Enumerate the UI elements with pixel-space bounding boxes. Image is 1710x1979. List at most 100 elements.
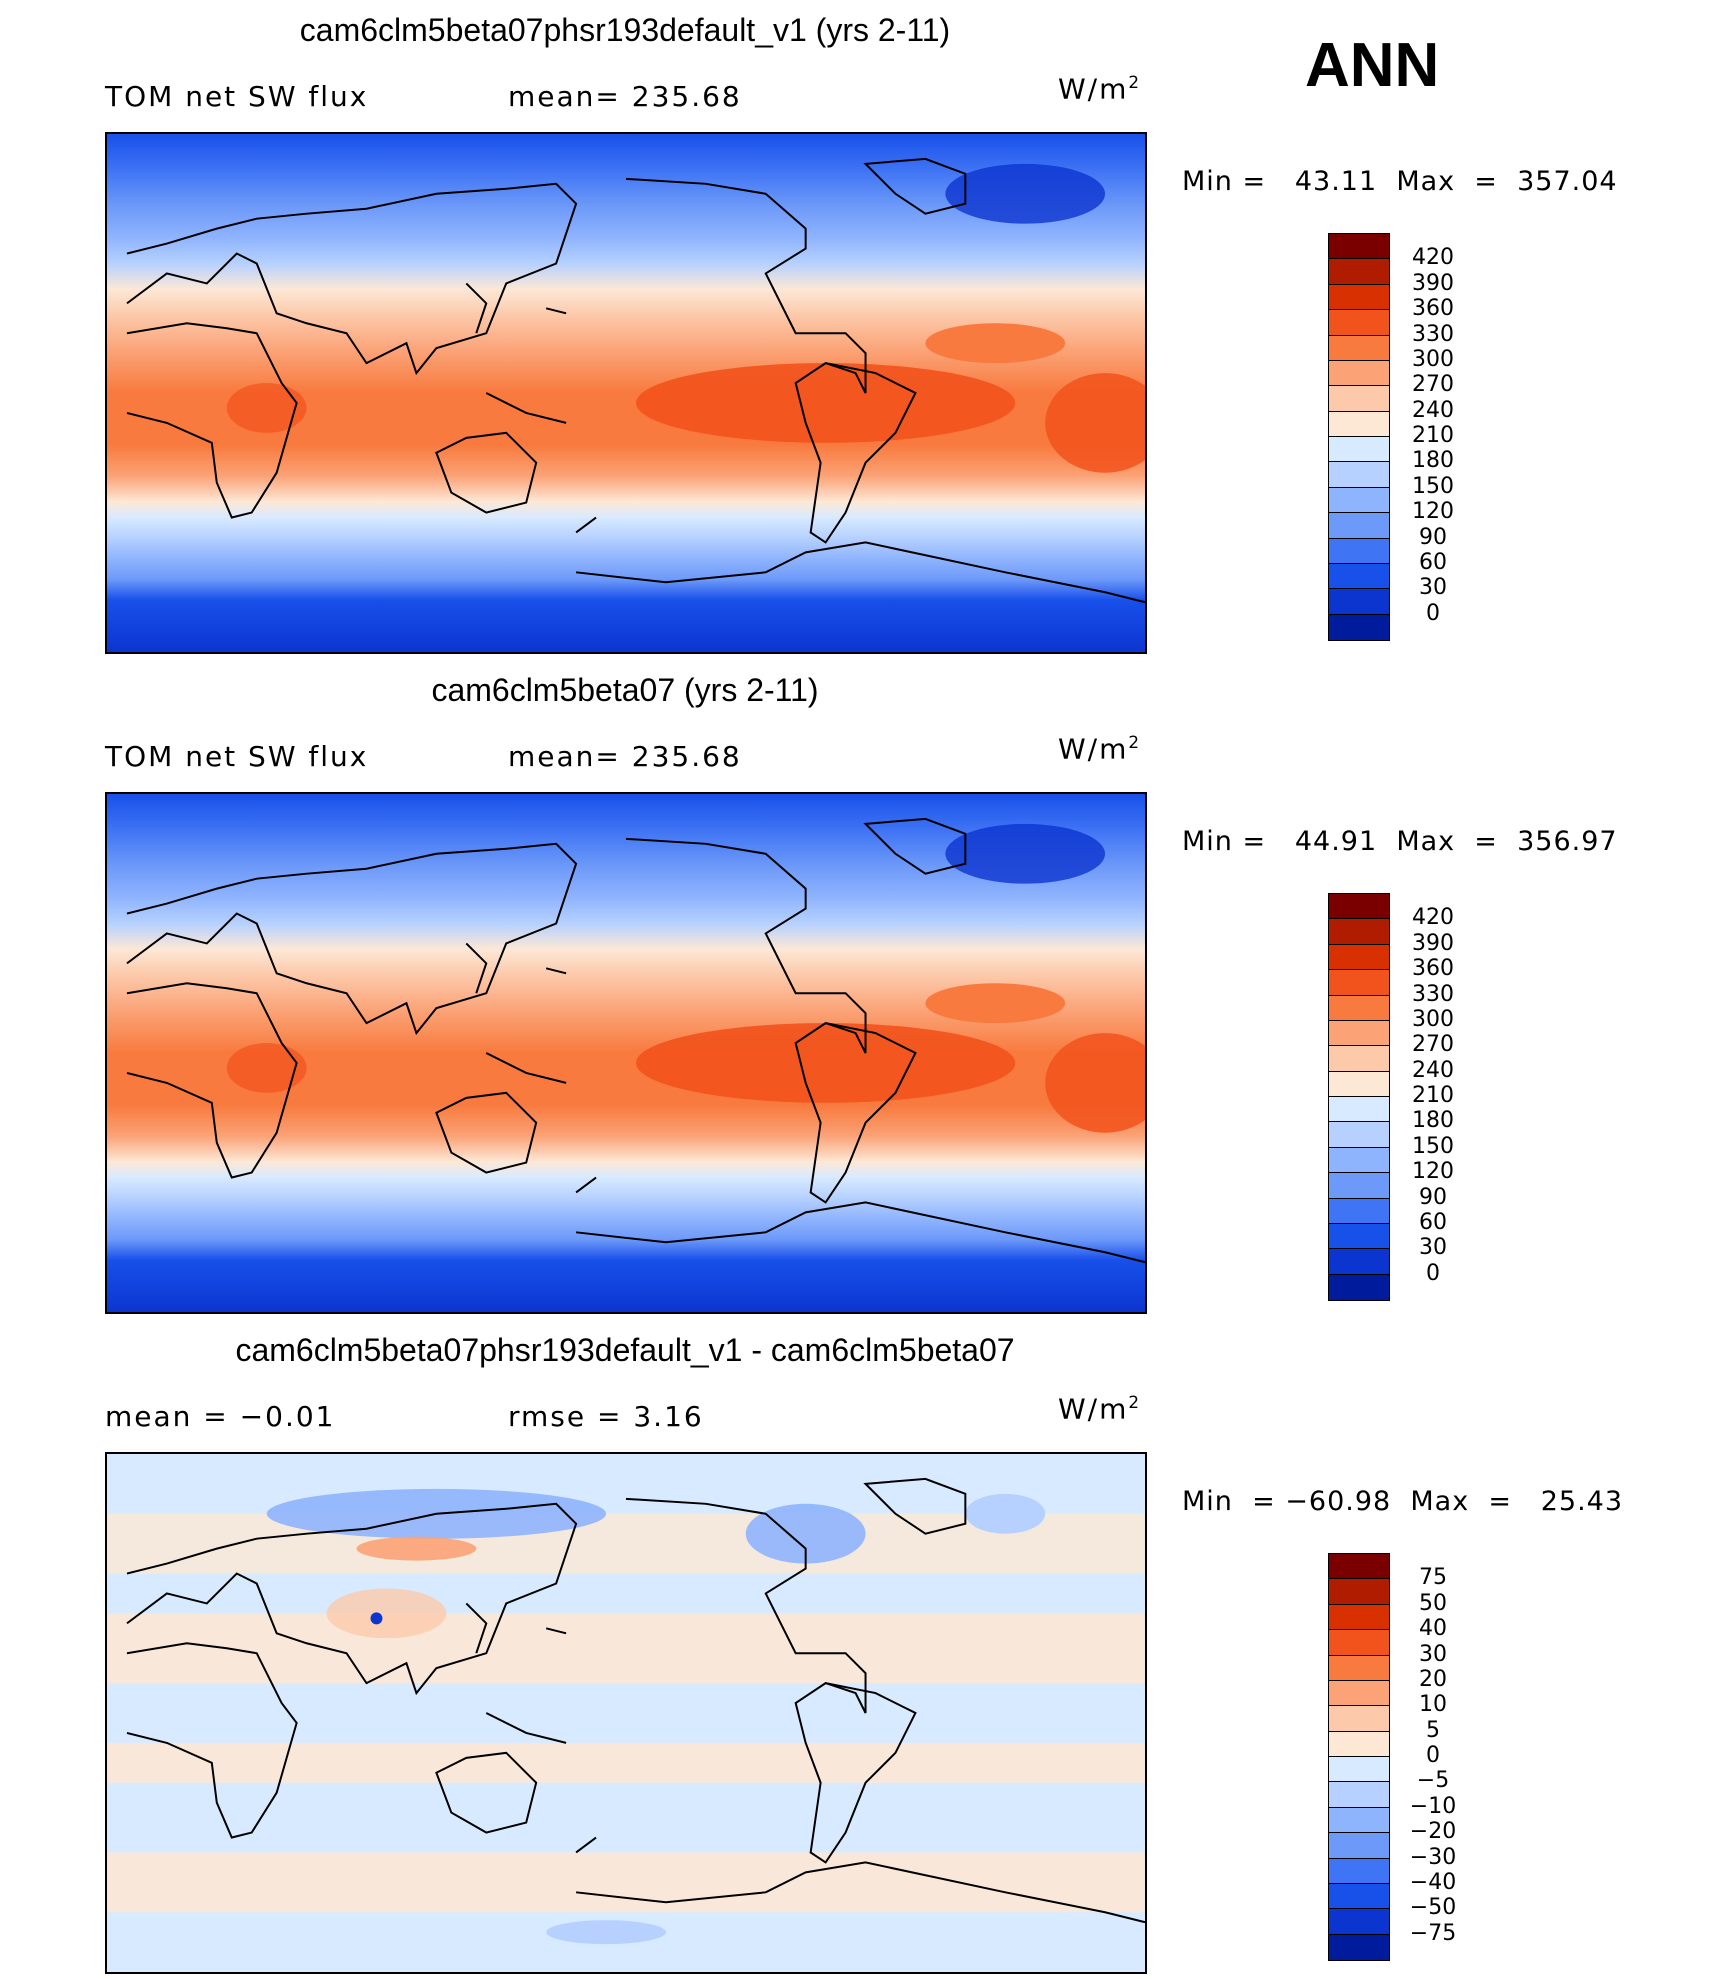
panel-1-colorbar	[1328, 233, 1390, 641]
colorbar-swatch	[1329, 284, 1389, 311]
panel-3-title: cam6clm5beta07phsr193default_v1 - cam6cl…	[235, 1332, 1015, 1368]
colorbar-tick-label: 40	[1419, 1616, 1447, 1642]
colorbar-tick-label: 50	[1419, 1590, 1447, 1616]
colorbar-tick-label: −30	[1409, 1844, 1457, 1870]
colorbar-tick-label: −40	[1409, 1869, 1457, 1895]
colorbar-tick-label: 30	[1419, 1641, 1447, 1667]
colorbar-tick-label: 420	[1412, 245, 1454, 271]
colorbar-tick-label: 240	[1412, 397, 1454, 423]
colorbar-tick-label: −20	[1409, 1819, 1457, 1845]
colorbar-tick-label: 300	[1412, 1006, 1454, 1032]
panel-2-minmax: Min = 44.91 Max = 356.97	[1182, 826, 1618, 857]
colorbar-swatch	[1329, 919, 1389, 945]
colorbar-swatch	[1329, 1071, 1389, 1097]
colorbar-swatch	[1329, 944, 1389, 971]
colorbar-swatch	[1329, 1198, 1389, 1224]
colorbar-swatch	[1329, 563, 1389, 590]
colorbar-tick-label: −10	[1409, 1793, 1457, 1819]
colorbar-tick-label: 360	[1412, 956, 1454, 982]
panel-2-units: W/m2	[1058, 732, 1142, 766]
panel-2-map-field	[107, 794, 1145, 1312]
panel-1-units: W/m2	[1058, 72, 1142, 106]
colorbar-swatch	[1329, 1020, 1389, 1047]
panel-1-minmax: Min = 43.11 Max = 357.04	[1182, 166, 1618, 197]
colorbar-swatch	[1329, 970, 1389, 996]
colorbar-tick-label: 30	[1419, 575, 1447, 601]
colorbar-tick-label: 270	[1412, 372, 1454, 398]
colorbar-tick-label: 0	[1426, 600, 1440, 626]
colorbar-swatch	[1329, 1858, 1389, 1884]
colorbar-tick-label: 210	[1412, 1083, 1454, 1108]
colorbar-swatch	[1329, 1731, 1389, 1757]
colorbar-tick-label: 5	[1426, 1717, 1440, 1743]
colorbar-swatch	[1329, 1122, 1389, 1148]
colorbar-swatch	[1329, 1249, 1389, 1275]
colorbar-swatch	[1329, 487, 1389, 514]
colorbar-swatch	[1329, 1554, 1389, 1580]
panel-1-map-field	[107, 134, 1145, 652]
colorbar-swatch	[1329, 995, 1389, 1021]
colorbar-swatch	[1329, 1630, 1389, 1656]
panel-3-minmax: Min = −60.98 Max = 25.43	[1182, 1486, 1624, 1517]
panel-2-title: cam6clm5beta07 (yrs 2-11)	[431, 672, 819, 708]
colorbar-tick-label: −5	[1416, 1768, 1450, 1794]
colorbar-swatch	[1329, 1680, 1389, 1707]
colorbar-tick-label: 0	[1426, 1260, 1440, 1286]
colorbar-swatch	[1329, 234, 1389, 260]
panel-2-colorbar	[1328, 893, 1390, 1301]
colorbar-swatch	[1329, 1934, 1389, 1960]
colorbar-swatch	[1329, 614, 1389, 640]
colorbar-tick-label: 180	[1412, 448, 1454, 474]
panel-3-map-field	[107, 1454, 1145, 1972]
colorbar-swatch	[1329, 1706, 1389, 1732]
colorbar-tick-label: 75	[1419, 1565, 1447, 1591]
colorbar-swatch	[1329, 589, 1389, 615]
colorbar-swatch	[1329, 1909, 1389, 1935]
colorbar-swatch	[1329, 1046, 1389, 1072]
colorbar-swatch	[1329, 335, 1389, 361]
colorbar-swatch	[1329, 360, 1389, 387]
colorbar-tick-label: 150	[1412, 1133, 1454, 1159]
colorbar-swatch	[1329, 386, 1389, 412]
colorbar-tick-label: 90	[1419, 1184, 1447, 1210]
colorbar-tick-label: 330	[1412, 981, 1454, 1007]
colorbar-tick-label: 150	[1412, 473, 1454, 499]
colorbar-tick-label: −50	[1409, 1895, 1457, 1921]
colorbar-swatch	[1329, 462, 1389, 488]
colorbar-tick-label: 180	[1412, 1108, 1454, 1134]
colorbar-swatch	[1329, 1757, 1389, 1783]
colorbar-swatch	[1329, 1833, 1389, 1859]
colorbar-tick-label: 20	[1419, 1666, 1447, 1692]
colorbar-swatch	[1329, 411, 1389, 437]
colorbar-tick-label: 270	[1412, 1032, 1454, 1058]
colorbar-tick-label: 390	[1412, 930, 1454, 956]
panel-3-mean-label: mean = −0.01	[105, 1400, 336, 1433]
panel-1-variable-label: TOM net SW flux	[105, 80, 369, 113]
colorbar-swatch	[1329, 1782, 1389, 1808]
colorbar-swatch	[1329, 513, 1389, 539]
colorbar-tick-label: 120	[1412, 1159, 1454, 1185]
panel-1-mean-label: mean= 235.68	[508, 80, 742, 113]
colorbar-tick-label: 420	[1412, 905, 1454, 931]
colorbar-tick-label: 30	[1419, 1235, 1447, 1261]
colorbar-tick-label: 390	[1412, 270, 1454, 296]
colorbar-swatch	[1329, 1655, 1389, 1681]
colorbar-tick-label: 60	[1419, 1209, 1447, 1235]
colorbar-tick-label: 240	[1412, 1057, 1454, 1083]
colorbar-tick-label: 120	[1412, 499, 1454, 525]
panel-1-title: cam6clm5beta07phsr193default_v1 (yrs 2-1…	[299, 12, 951, 48]
colorbar-tick-label: 0	[1426, 1743, 1440, 1768]
colorbar-swatch	[1329, 1173, 1389, 1199]
colorbar-swatch	[1329, 437, 1389, 463]
panel-2-variable-label: TOM net SW flux	[105, 740, 369, 773]
season-label: ANN	[1305, 31, 1440, 100]
panel-1-map	[105, 132, 1147, 654]
colorbar-swatch	[1329, 1223, 1389, 1250]
colorbar-tick-label: 210	[1412, 423, 1454, 448]
colorbar-swatch	[1329, 1807, 1389, 1834]
colorbar-tick-label: 360	[1412, 296, 1454, 322]
panel-3-rmse-label: rmse = 3.16	[508, 1400, 704, 1433]
colorbar-swatch	[1329, 1274, 1389, 1300]
colorbar-swatch	[1329, 259, 1389, 285]
colorbar-tick-label: 330	[1412, 321, 1454, 347]
